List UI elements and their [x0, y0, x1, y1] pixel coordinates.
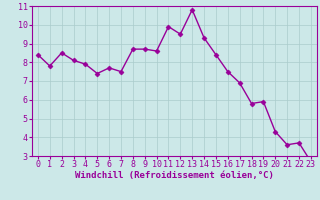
X-axis label: Windchill (Refroidissement éolien,°C): Windchill (Refroidissement éolien,°C): [75, 171, 274, 180]
